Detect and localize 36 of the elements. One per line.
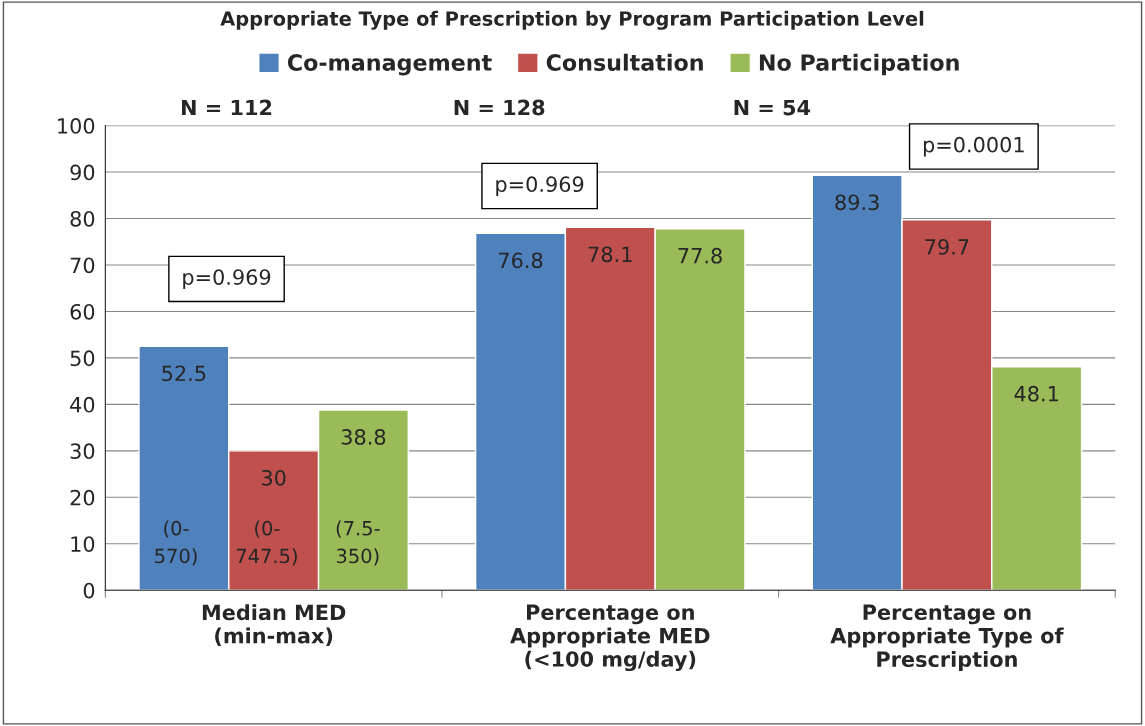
- annotation: (7.5- 350): [336, 520, 380, 566]
- annotation: p=0.0001: [923, 136, 1024, 157]
- y-tick-label: 100: [58, 118, 95, 134]
- annotation: p=0.969: [183, 269, 271, 290]
- text: N = 112: [182, 99, 272, 116]
- chart-title: Appropriate Type of Prescription by Program Participation Level: [220, 10, 924, 30]
- data-label: 78.1: [588, 246, 632, 263]
- x-tick-label: Percentage on Appropriate MED (<100 mg/day): [510, 604, 710, 672]
- y-tick-label: 30: [70, 443, 95, 460]
- y-tick-label: 0: [83, 582, 95, 599]
- y-tick-label: 70: [70, 257, 95, 274]
- y-tick-label: 60: [70, 303, 95, 320]
- data-label: 48.1: [1014, 385, 1058, 402]
- data-label: 38.8: [341, 429, 386, 445]
- annotation: (0- 570): [155, 520, 197, 566]
- text: N = 128: [454, 99, 545, 116]
- data-label: 30: [261, 469, 286, 486]
- data-label: 89.3: [835, 194, 879, 211]
- data-label: 77.8: [678, 247, 722, 264]
- annotation: p=0.969: [496, 176, 584, 197]
- y-tick-label: 20: [70, 489, 95, 506]
- annotation: (0- 747.5): [236, 520, 297, 566]
- data-label: 76.8: [499, 252, 543, 269]
- x-tick-label: Median MED (min-max): [202, 604, 346, 647]
- legend-label: Consultation: [546, 53, 703, 71]
- y-tick-label: 40: [70, 396, 95, 413]
- text: N = 54: [734, 99, 811, 116]
- data-label: 79.7: [925, 239, 969, 255]
- legend-label: No Participation: [759, 53, 959, 76]
- x-tick-label: Percentage on Appropriate Type of Prescription: [830, 604, 1064, 672]
- legend-label: Co-management: [287, 54, 492, 76]
- y-tick-label: 10: [71, 536, 95, 552]
- y-tick-label: 90: [70, 164, 95, 181]
- y-tick-label: 50: [70, 350, 95, 367]
- y-tick-label: 80: [70, 210, 95, 227]
- data-label: 52.5: [162, 365, 206, 382]
